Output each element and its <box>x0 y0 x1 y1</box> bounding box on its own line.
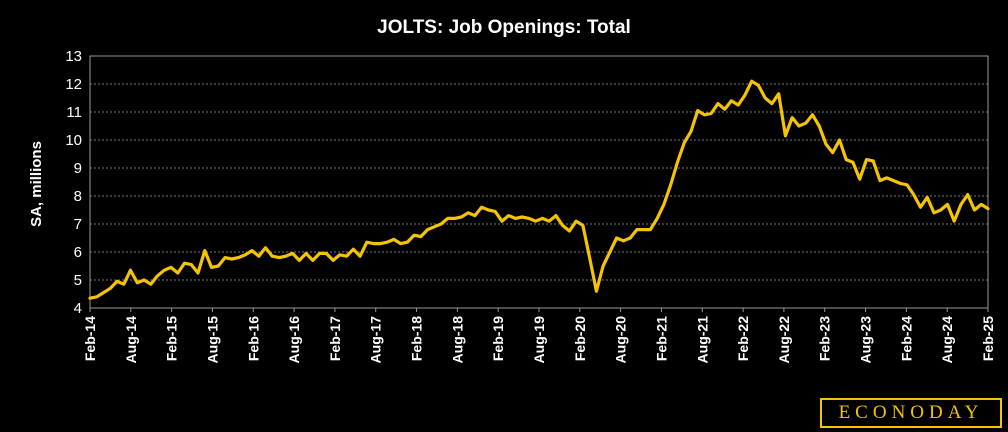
x-tick-label: Feb-23 <box>817 316 833 361</box>
x-tick-label: Feb-24 <box>898 316 914 361</box>
y-axis-label: SA, millions <box>28 141 45 227</box>
x-tick-label: Feb-15 <box>164 316 180 361</box>
x-tick-label: Aug-14 <box>123 316 139 364</box>
x-tick-label: Aug-19 <box>531 316 547 364</box>
x-tick-label: Aug-21 <box>694 316 710 364</box>
y-tick-label: 12 <box>65 76 82 93</box>
x-tick-label: Feb-25 <box>980 316 996 361</box>
x-tick-label: Aug-17 <box>368 316 384 364</box>
chart-title: JOLTS: Job Openings: Total <box>377 17 631 38</box>
plot-area <box>89 55 989 309</box>
x-tick-label: Feb-14 <box>82 316 98 361</box>
y-tick-label: 10 <box>65 132 82 149</box>
x-tick-label: Aug-23 <box>858 316 874 364</box>
y-tick-label: 7 <box>74 216 82 233</box>
y-axis-ticks: 4 5 6 7 8 9 10 11 12 13 <box>65 48 82 317</box>
x-tick-label: Feb-19 <box>490 316 506 361</box>
y-tick-label: 4 <box>74 300 82 317</box>
x-axis-ticks: Feb-14 Aug-14 Feb-15 Aug-15 Feb-16 Aug-16 Feb-… <box>82 308 996 363</box>
y-tick-label: 9 <box>74 160 82 177</box>
x-tick-label: Feb-20 <box>572 316 588 361</box>
y-tick-label: 11 <box>66 104 82 121</box>
y-tick-label: 5 <box>74 272 82 289</box>
y-tick-label: 13 <box>65 48 82 65</box>
econoday-logo: ECONODAY <box>820 398 1002 428</box>
x-tick-label: Aug-22 <box>776 316 792 364</box>
x-tick-label: Feb-16 <box>245 316 261 361</box>
y-tick-label: 8 <box>74 188 82 205</box>
x-tick-label: Aug-20 <box>613 316 629 364</box>
x-tick-label: Aug-16 <box>286 316 302 364</box>
x-tick-label: Aug-15 <box>204 316 220 364</box>
x-tick-label: Feb-21 <box>653 316 669 361</box>
x-tick-label: Aug-18 <box>449 316 465 364</box>
x-tick-label: Aug-24 <box>939 316 955 364</box>
series-layer <box>88 79 990 300</box>
gridlines <box>90 83 988 281</box>
x-tick-label: Feb-18 <box>409 316 425 361</box>
x-tick-label: Feb-17 <box>327 316 343 361</box>
series-line-job-openings <box>88 79 990 300</box>
x-tick-label: Feb-22 <box>735 316 751 361</box>
y-tick-label: 6 <box>74 244 82 261</box>
